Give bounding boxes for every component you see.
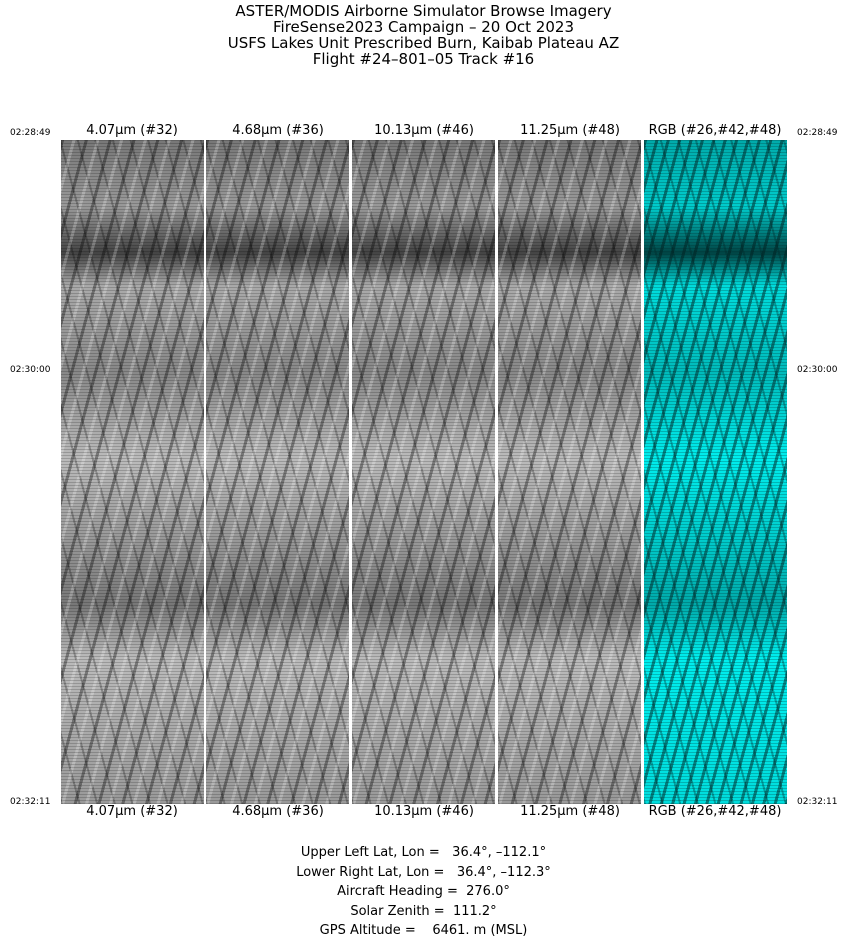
title-line: USFS Lakes Unit Prescribed Burn, Kaibab … xyxy=(227,34,620,52)
lower-right-coords: Lower Right Lat, Lon = 36.4°, –112.3° xyxy=(296,864,551,880)
metadata-block: Upper Left Lat, Lon = 36.4°, –112.1° Low… xyxy=(0,843,847,941)
gps-altitude: GPS Altitude = 6461. m (MSL) xyxy=(319,923,528,938)
solar-zenith: Solar Zenith = 111.2° xyxy=(350,903,497,919)
panel-label-top: 4.07μm (#32) xyxy=(86,123,178,138)
panel-label-bottom: 4.68μm (#36) xyxy=(232,804,324,819)
panel-label-bottom: RGB (#26,#42,#48) xyxy=(648,804,782,819)
panel-label-top: RGB (#26,#42,#48) xyxy=(648,123,782,138)
panel-label-bottom: 10.13μm (#46) xyxy=(374,804,474,819)
title-block: ASTER/MODIS Airborne Simulator Browse Im… xyxy=(0,3,847,67)
aircraft-heading: Aircraft Heading = 276.0° xyxy=(337,884,510,899)
image-panel-4.68um xyxy=(206,140,349,804)
image-panel-rgb xyxy=(644,140,787,804)
time-start-right: 02:28:49 xyxy=(797,128,838,138)
time-middle-right: 02:30:00 xyxy=(797,365,838,375)
title-line: ASTER/MODIS Airborne Simulator Browse Im… xyxy=(235,2,612,20)
title-line: Flight #24–801–05 Track #16 xyxy=(312,50,535,68)
title-line: FireSense2023 Campaign – 20 Oct 2023 xyxy=(273,18,574,36)
time-end-left: 02:32:11 xyxy=(10,797,51,807)
panel-label-bottom: 11.25μm (#48) xyxy=(520,804,620,819)
panel-label-top: 10.13μm (#46) xyxy=(374,123,474,138)
time-end-right: 02:32:11 xyxy=(797,797,838,807)
image-panel-11.25um xyxy=(498,140,641,804)
panel-label-top: 11.25μm (#48) xyxy=(520,123,620,138)
panel-label-top: 4.68μm (#36) xyxy=(232,123,324,138)
time-middle-left: 02:30:00 xyxy=(10,365,51,375)
time-start-left: 02:28:49 xyxy=(10,128,51,138)
image-panel-10.13um xyxy=(352,140,495,804)
upper-left-coords: Upper Left Lat, Lon = 36.4°, –112.1° xyxy=(300,845,547,860)
image-panel-4.07um xyxy=(61,140,204,804)
panel-label-bottom: 4.07μm (#32) xyxy=(86,804,178,819)
